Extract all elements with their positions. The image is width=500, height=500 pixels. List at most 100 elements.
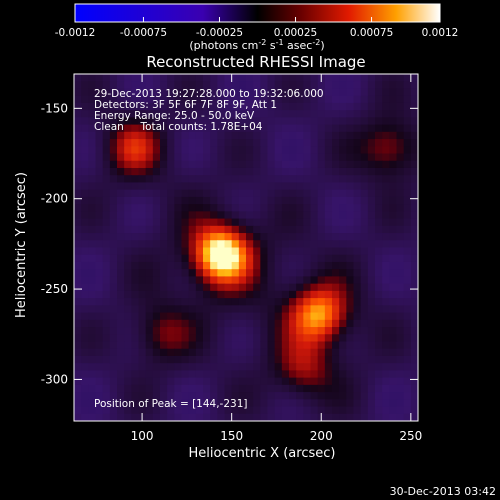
heatmap-cell (396, 269, 405, 278)
heatmap-cell (203, 305, 211, 314)
heatmap-cell (281, 355, 290, 364)
heatmap-cell (138, 131, 147, 140)
heatmap-cell (174, 218, 183, 227)
heatmap-cell (217, 175, 226, 184)
heatmap-cell (224, 131, 233, 140)
heatmap-cell (346, 261, 355, 270)
heatmap-cell (267, 290, 276, 299)
heatmap-cell (203, 298, 211, 306)
heatmap-cell (74, 102, 82, 111)
heatmap-cell (360, 319, 369, 328)
heatmap-cell (375, 117, 383, 126)
heatmap-cell (117, 102, 125, 111)
heatmap-cell (274, 189, 283, 198)
heatmap-cell (410, 247, 418, 256)
heatmap-cell (124, 102, 132, 111)
heatmap-cell (102, 225, 111, 234)
heatmap-cell (260, 81, 269, 90)
heatmap-cell (410, 392, 418, 400)
heatmap-cell (124, 327, 132, 335)
heatmap-cell (389, 413, 398, 421)
heatmap-cell (167, 218, 175, 227)
heatmap-cell (403, 355, 412, 364)
heatmap-cell (281, 211, 290, 220)
heatmap-cell (346, 88, 355, 97)
heatmap-cell (88, 81, 97, 90)
heatmap-cell (260, 225, 269, 234)
heatmap-cell (231, 218, 240, 227)
heatmap-cell (360, 117, 369, 126)
heatmap-cell (375, 175, 383, 184)
heatmap-cell (403, 247, 412, 256)
heatmap-cell (260, 355, 269, 364)
heatmap-cell (102, 327, 111, 335)
heatmap-cell (303, 392, 312, 400)
heatmap-cell (109, 355, 118, 364)
heatmap-cell (360, 189, 369, 198)
heatmap-cell (281, 131, 290, 140)
heatmap-cell (181, 182, 190, 191)
heatmap-cell (188, 319, 197, 328)
heatmap-cell (131, 261, 140, 270)
heatmap-cell (310, 131, 319, 140)
heatmap-cell (253, 283, 261, 292)
heatmap-cell (174, 254, 183, 263)
heatmap-cell (367, 88, 376, 97)
heatmap-cell (195, 218, 204, 227)
heatmap-cell (210, 204, 218, 212)
heatmap-cell (102, 139, 111, 147)
heatmap-cell (124, 413, 132, 421)
heatmap-cell (382, 334, 390, 343)
heatmap-cell (375, 355, 383, 364)
heatmap-cell (210, 117, 218, 126)
heatmap-cell (95, 233, 104, 241)
heatmap-cell (317, 153, 326, 162)
heatmap-cell (389, 290, 398, 299)
heatmap-cell (310, 124, 319, 133)
heatmap-cell (396, 413, 405, 421)
heatmap-cell (145, 377, 154, 386)
heatmap-cell (260, 406, 269, 415)
heatmap-cell (224, 290, 233, 299)
heatmap-cell (396, 327, 405, 335)
heatmap-cell (382, 327, 390, 335)
heatmap-cell (339, 377, 347, 386)
heatmap-cell (389, 175, 398, 184)
heatmap-cell (138, 370, 147, 379)
heatmap-cell (296, 334, 304, 343)
heatmap-cell (367, 182, 376, 191)
heatmap-cell (188, 225, 197, 234)
heatmap-cell (224, 384, 233, 393)
heatmap-cell (160, 225, 168, 234)
heatmap-cell (332, 341, 340, 350)
heatmap-cell (160, 160, 168, 169)
heatmap-cell (396, 370, 405, 379)
heatmap-cell (332, 269, 340, 278)
heatmap-cell (289, 117, 297, 126)
heatmap-cell (389, 406, 398, 415)
heatmap-cell (367, 189, 376, 198)
heatmap-cell (303, 269, 312, 278)
heatmap-cell (124, 276, 132, 285)
heatmap-cell (131, 305, 140, 314)
heatmap-cell (145, 211, 154, 220)
heatmap-cell (167, 377, 175, 386)
heatmap-cell (367, 240, 376, 249)
heatmap-cell (238, 327, 247, 335)
heatmap-cell (138, 261, 147, 270)
heatmap-cell (167, 182, 175, 191)
heatmap-cell (353, 117, 362, 126)
heatmap-cell (310, 74, 319, 82)
heatmap-cell (281, 334, 290, 343)
heatmap-cell (360, 110, 369, 118)
heatmap-cell (131, 377, 140, 386)
heatmap-cell (310, 110, 319, 118)
heatmap-cell (375, 74, 383, 82)
heatmap-cell (74, 139, 82, 147)
heatmap-cell (339, 334, 347, 343)
heatmap-cell (188, 110, 197, 118)
heatmap-cell (310, 153, 319, 162)
heatmap-cell (238, 305, 247, 314)
heatmap-cell (88, 406, 97, 415)
heatmap-cell (88, 290, 97, 299)
